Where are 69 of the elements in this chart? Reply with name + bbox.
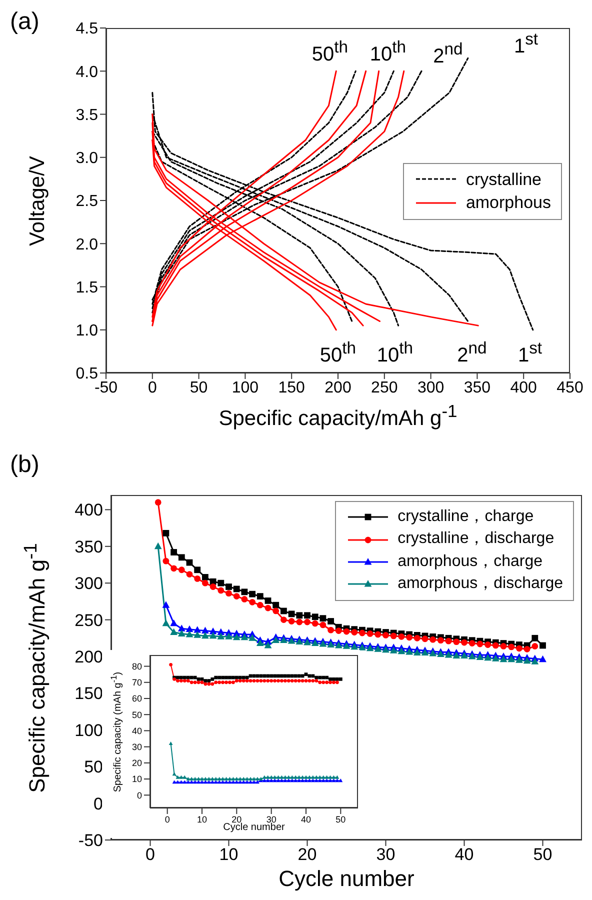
annotation: 2$^{nd}$ xyxy=(457,338,487,368)
x-tick-label: 10 xyxy=(196,814,208,824)
x-tick-label: 150 xyxy=(278,379,306,396)
y-tick-label: 50 xyxy=(132,710,142,720)
y-tick-label: 2.5 xyxy=(76,193,98,210)
y-tick-label: 80 xyxy=(132,661,142,672)
x-tick-label: 400 xyxy=(510,379,538,396)
x-axis-title: Cycle number xyxy=(278,866,414,892)
annotation: 10$^{th}$ xyxy=(370,38,406,66)
y-tick-label: 4.5 xyxy=(76,20,98,38)
y-tick-label: 60 xyxy=(132,694,142,704)
annotation: 50$^{th}$ xyxy=(312,38,348,66)
x-tick-label: 10 xyxy=(219,845,238,864)
y-tick-label: 10 xyxy=(132,774,142,784)
y-tick-label: -50 xyxy=(78,831,103,850)
x-axis-title: Cycle number xyxy=(223,822,285,833)
x-tick-label: 300 xyxy=(417,379,444,396)
x-axis-title: Specific capacity/mAh g$^{-1}$ xyxy=(218,401,458,431)
x-tick-label: 0 xyxy=(148,379,157,396)
x-tick-label: 40 xyxy=(454,845,474,864)
y-axis-title: Voltage/V xyxy=(26,156,50,246)
x-tick-label: 200 xyxy=(324,379,352,396)
annotation: 50$^{th}$ xyxy=(320,338,356,368)
x-tick-label: 0 xyxy=(146,845,155,864)
x-tick-label: 50 xyxy=(190,379,208,396)
x-tick-label: 0 xyxy=(164,814,170,824)
legend-label: amorphous xyxy=(466,192,551,214)
x-tick-label: 20 xyxy=(298,845,317,864)
x-tick-label: 20 xyxy=(232,814,242,824)
y-tick-label: 150 xyxy=(74,684,103,704)
y-tick-label: 20 xyxy=(132,758,142,768)
legend-label: amorphous，discharge xyxy=(398,574,563,594)
y-tick-label: 70 xyxy=(132,678,142,688)
legend-label: crystalline xyxy=(466,168,542,191)
y-tick-label: 0 xyxy=(136,790,142,800)
y-tick-label: 40 xyxy=(132,726,142,736)
legend-label: crystalline，discharge xyxy=(398,529,554,550)
y-tick-label: 50 xyxy=(84,758,103,777)
annotation: 1$^{st}$ xyxy=(514,30,538,58)
y-tick-label: 3.0 xyxy=(76,150,98,168)
y-tick-label: 30 xyxy=(132,742,142,752)
y-tick-label: 200 xyxy=(74,648,103,667)
y-tick-label: 1.5 xyxy=(76,279,98,296)
y-tick-label: 250 xyxy=(74,610,103,630)
y-tick-label: 100 xyxy=(74,720,103,740)
annotation: 10$^{th}$ xyxy=(376,338,414,368)
x-tick-label: 450 xyxy=(556,379,584,396)
x-tick-label: 30 xyxy=(376,845,396,864)
y-tick-label: 4.0 xyxy=(76,64,98,81)
legend-label: amorphous，charge xyxy=(398,552,543,572)
annotation: 1$^{st}$ xyxy=(518,338,542,368)
chart-title: (b) xyxy=(10,451,40,479)
y-tick-label: 3.5 xyxy=(76,106,98,124)
x-tick-label: 40 xyxy=(300,814,312,824)
x-tick-label: 350 xyxy=(464,379,491,396)
y-tick-label: 300 xyxy=(74,574,103,594)
x-tick-label: 50 xyxy=(533,845,552,864)
y-tick-label: 0.5 xyxy=(76,366,98,383)
x-tick-label: 50 xyxy=(336,814,346,824)
x-tick-label: 30 xyxy=(266,814,276,824)
x-tick-label: 250 xyxy=(371,379,398,396)
y-tick-label: 2.0 xyxy=(76,236,98,254)
annotation: 2$^{nd}$ xyxy=(433,40,463,68)
y-tick-label: 1.0 xyxy=(76,322,98,340)
legend-label: crystalline，charge xyxy=(398,507,534,527)
x-tick-label: 100 xyxy=(232,379,259,396)
y-tick-label: 350 xyxy=(74,537,103,556)
chart-title: (a) xyxy=(10,8,40,36)
y-tick-label: 400 xyxy=(74,500,103,520)
